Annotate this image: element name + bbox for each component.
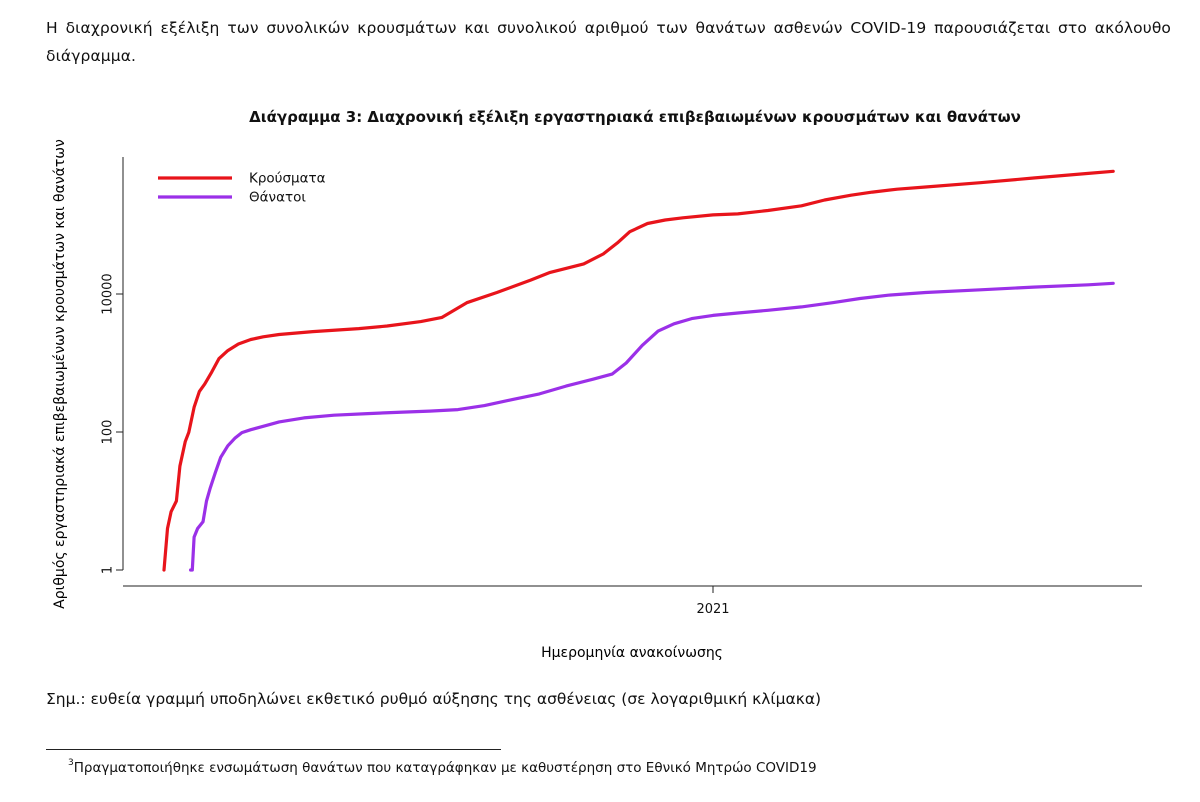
chart-title: Διάγραμμα 3: Διαχρονική εξέλιξη εργαστηρ… <box>249 108 1021 126</box>
chart-note: Σημ.: ευθεία γραμμή υποδηλώνει εκθετικό … <box>46 690 822 708</box>
intro-paragraph: Η διαχρονική εξέλιξη των συνολικών κρουσ… <box>46 19 1171 65</box>
footnote-divider <box>46 749 501 750</box>
series-layer <box>162 169 1115 572</box>
legend-label: Κρούσματα <box>249 171 326 187</box>
footnote-text: Πραγματοποιήθηκε ενσωμάτωση θανάτων που … <box>73 760 817 776</box>
line-chart: 1 100 10000 2021 Κρούσματα Θάνατοι Αριθμός ε… <box>52 139 1142 661</box>
y-axis-label: Αριθμός εργαστηριακά επιβεβαιωμένων κρου… <box>52 139 68 609</box>
series-line-cases <box>162 169 1115 572</box>
y-tick-label: 10000 <box>101 273 116 314</box>
legend: Κρούσματα Θάνατοι <box>158 171 326 206</box>
y-tick-label: 100 <box>101 420 116 445</box>
x-axis-label: Ημερομηνία ανακοίνωσης <box>541 645 723 661</box>
x-tick-label: 2021 <box>696 602 729 617</box>
axes: 1 100 10000 2021 <box>101 157 1142 617</box>
y-tick-label: 1 <box>101 566 116 574</box>
series-line-deaths <box>189 281 1115 572</box>
legend-label: Θάνατοι <box>249 190 306 206</box>
footnote-marker: 3 <box>68 758 74 768</box>
footnote: 3Πραγματοποιήθηκε ενσωμάτωση θανάτων που… <box>68 758 817 776</box>
